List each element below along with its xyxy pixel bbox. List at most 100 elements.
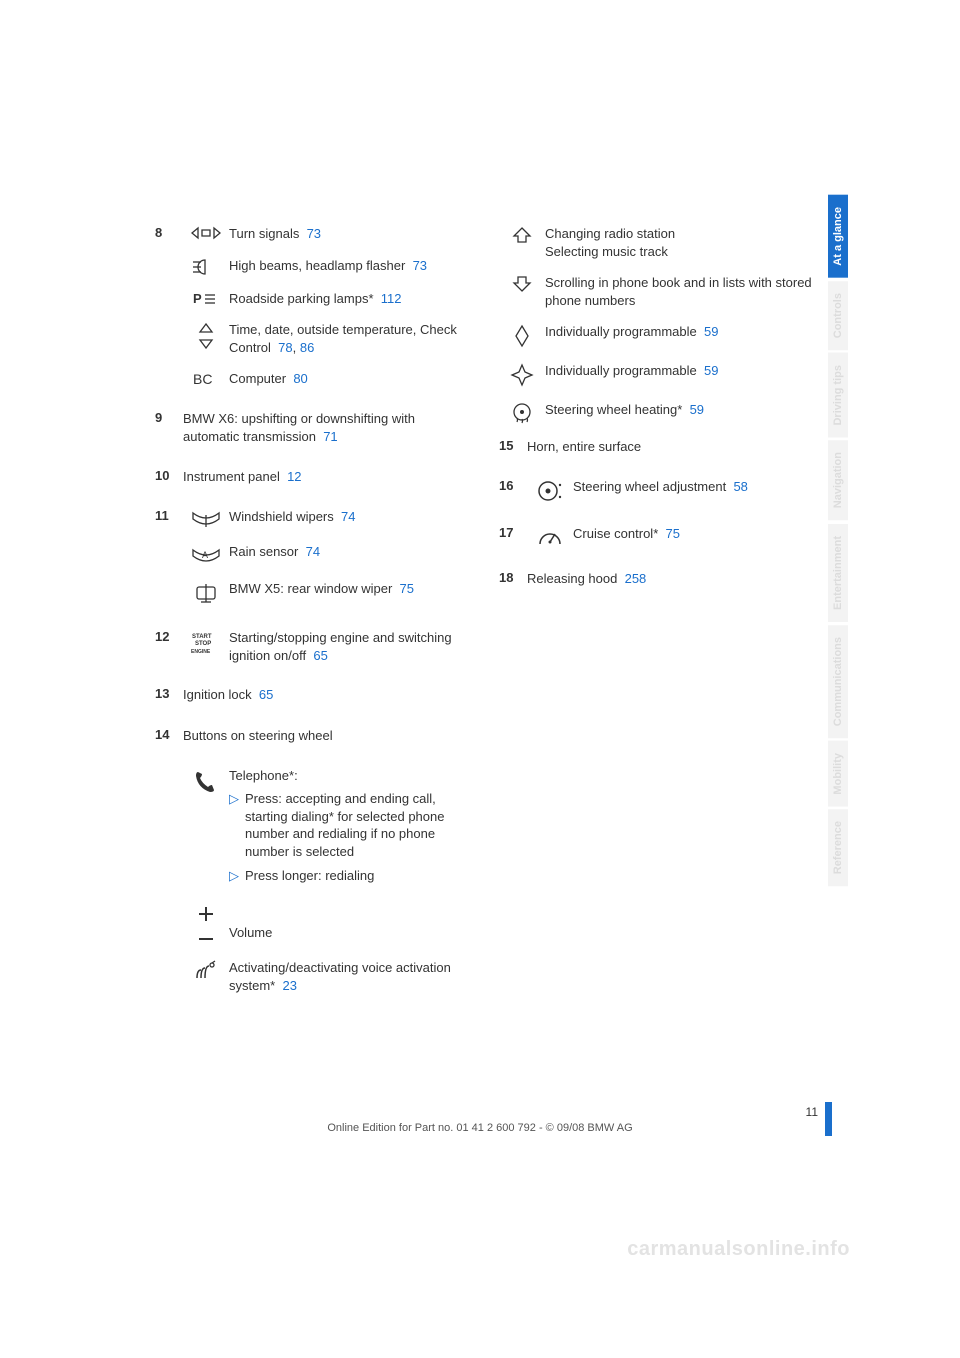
page-link[interactable]: 65 — [313, 648, 327, 663]
page-link[interactable]: 58 — [733, 479, 747, 494]
text: Steering wheel adjustment 58 — [573, 478, 815, 496]
item-number: 10 — [155, 468, 183, 500]
page-number: 11 — [806, 1105, 818, 1119]
footer-text: Online Edition for Part no. 01 41 2 600 … — [0, 1122, 960, 1134]
turn-signals-icon — [191, 226, 221, 240]
text: Horn, entire surface — [527, 438, 815, 456]
page-link[interactable]: 59 — [690, 402, 704, 417]
page-link[interactable]: 74 — [341, 509, 355, 524]
item-number: 17 — [499, 525, 527, 562]
text: Activating/deactivating voice activation… — [229, 959, 471, 994]
text: BMW X5: rear window wiper 75 — [229, 580, 471, 598]
text: Starting/stopping engine and switching i… — [229, 629, 471, 664]
item-number: 15 — [499, 438, 527, 470]
svg-text:START: START — [192, 634, 212, 640]
page-link[interactable]: 74 — [306, 544, 320, 559]
text: Individually programmable 59 — [545, 362, 815, 380]
item-number: 16 — [499, 478, 527, 517]
rain-sensor-icon: A — [189, 544, 223, 566]
down-arrow-icon — [510, 275, 534, 293]
watermark: carmanualsonline.info — [627, 1238, 850, 1261]
tab-mobility[interactable]: Mobility — [828, 741, 848, 807]
text: Ignition lock 65 — [183, 686, 471, 704]
right-column: Changing radio stationSelecting music tr… — [499, 225, 815, 1008]
page-link[interactable]: 71 — [323, 429, 337, 444]
svg-text:BC: BC — [193, 371, 212, 387]
text: Computer 80 — [229, 370, 471, 388]
text: Steering wheel heating* 59 — [545, 401, 815, 419]
diamond-outline-icon — [513, 324, 531, 348]
text: High beams, headlamp flasher 73 — [229, 257, 471, 275]
item-number: 12 — [155, 629, 183, 678]
item-number: 8 — [155, 225, 183, 402]
page-link[interactable]: 73 — [413, 258, 427, 273]
page-link[interactable]: 112 — [381, 291, 402, 306]
text: Scrolling in phone book and in lists wit… — [545, 274, 815, 309]
text: Buttons on steering wheel — [183, 727, 471, 745]
star-icon — [510, 363, 534, 387]
up-down-icon — [196, 322, 216, 350]
voice-icon — [193, 960, 219, 982]
svg-text:A: A — [202, 550, 208, 560]
text: Individually programmable 59 — [545, 323, 815, 341]
telephone-icon — [192, 768, 220, 796]
page-content: 8 Turn signals 73 High beams, headlamp f… — [155, 225, 815, 1008]
text: Press longer: redialing — [245, 867, 471, 885]
volume-icon — [195, 905, 217, 945]
page-link[interactable]: 80 — [293, 371, 307, 386]
text: Releasing hood 258 — [527, 570, 815, 588]
text: Volume — [229, 904, 471, 942]
cruise-icon — [536, 526, 564, 548]
wiper-icon — [189, 509, 223, 529]
wheel-adjust-icon — [536, 479, 564, 503]
text: Changing radio stationSelecting music tr… — [545, 225, 815, 260]
item-number: 13 — [155, 686, 183, 718]
page-link[interactable]: 78 — [278, 340, 292, 355]
text: Time, date, outside temperature, Check C… — [229, 321, 471, 356]
tab-at-a-glance[interactable]: At a glance — [828, 195, 848, 278]
tab-communications[interactable]: Communications — [828, 625, 848, 738]
text: BMW X6: upshifting or downshifting with … — [183, 410, 471, 446]
item-number: 18 — [499, 570, 527, 602]
page-link[interactable]: 59 — [704, 363, 718, 378]
item-number: 11 — [155, 508, 183, 619]
text: Telephone*: — [229, 767, 471, 785]
item-number: 14 — [155, 727, 183, 759]
text: Instrument panel 12 — [183, 468, 471, 486]
svg-text:P: P — [193, 291, 202, 306]
tab-driving-tips[interactable]: Driving tips — [828, 353, 848, 438]
bc-icon: BC — [193, 371, 219, 387]
page-link[interactable]: 12 — [287, 469, 301, 484]
bullet-icon: ▷ — [229, 790, 245, 860]
start-stop-icon: STARTSTOP ENGINE — [188, 630, 224, 656]
high-beams-icon — [191, 258, 221, 276]
text: Windshield wipers 74 — [229, 508, 471, 526]
tab-entertainment[interactable]: Entertainment — [828, 524, 848, 622]
text: Cruise control* 75 — [573, 525, 815, 543]
text: Turn signals 73 — [229, 225, 471, 243]
up-arrow-icon — [510, 226, 534, 244]
text: Press: accepting and ending call, starti… — [245, 790, 471, 860]
page-link[interactable]: 75 — [666, 526, 680, 541]
tab-controls[interactable]: Controls — [828, 281, 848, 350]
wheel-heat-icon — [509, 402, 535, 424]
svg-text:ENGINE: ENGINE — [191, 649, 211, 655]
page-link[interactable]: 258 — [625, 571, 647, 586]
parking-lamps-icon: P — [191, 291, 221, 307]
rear-wiper-icon — [191, 581, 221, 605]
page-link[interactable]: 86 — [300, 340, 314, 355]
bullet-icon: ▷ — [229, 867, 245, 885]
left-column: 8 Turn signals 73 High beams, headlamp f… — [155, 225, 471, 1008]
page-link[interactable]: 75 — [400, 581, 414, 596]
page-link[interactable]: 73 — [307, 226, 321, 241]
text: Rain sensor 74 — [229, 543, 471, 561]
tab-navigation[interactable]: Navigation — [828, 440, 848, 520]
item-number: 9 — [155, 410, 183, 460]
tab-reference[interactable]: Reference — [828, 809, 848, 886]
page-link[interactable]: 59 — [704, 324, 718, 339]
page-link[interactable]: 65 — [259, 687, 273, 702]
side-tabs: At a glance Controls Driving tips Naviga… — [828, 195, 852, 890]
text: Roadside parking lamps* 112 — [229, 290, 471, 308]
page-link[interactable]: 23 — [282, 978, 296, 993]
svg-text:STOP: STOP — [195, 641, 211, 647]
